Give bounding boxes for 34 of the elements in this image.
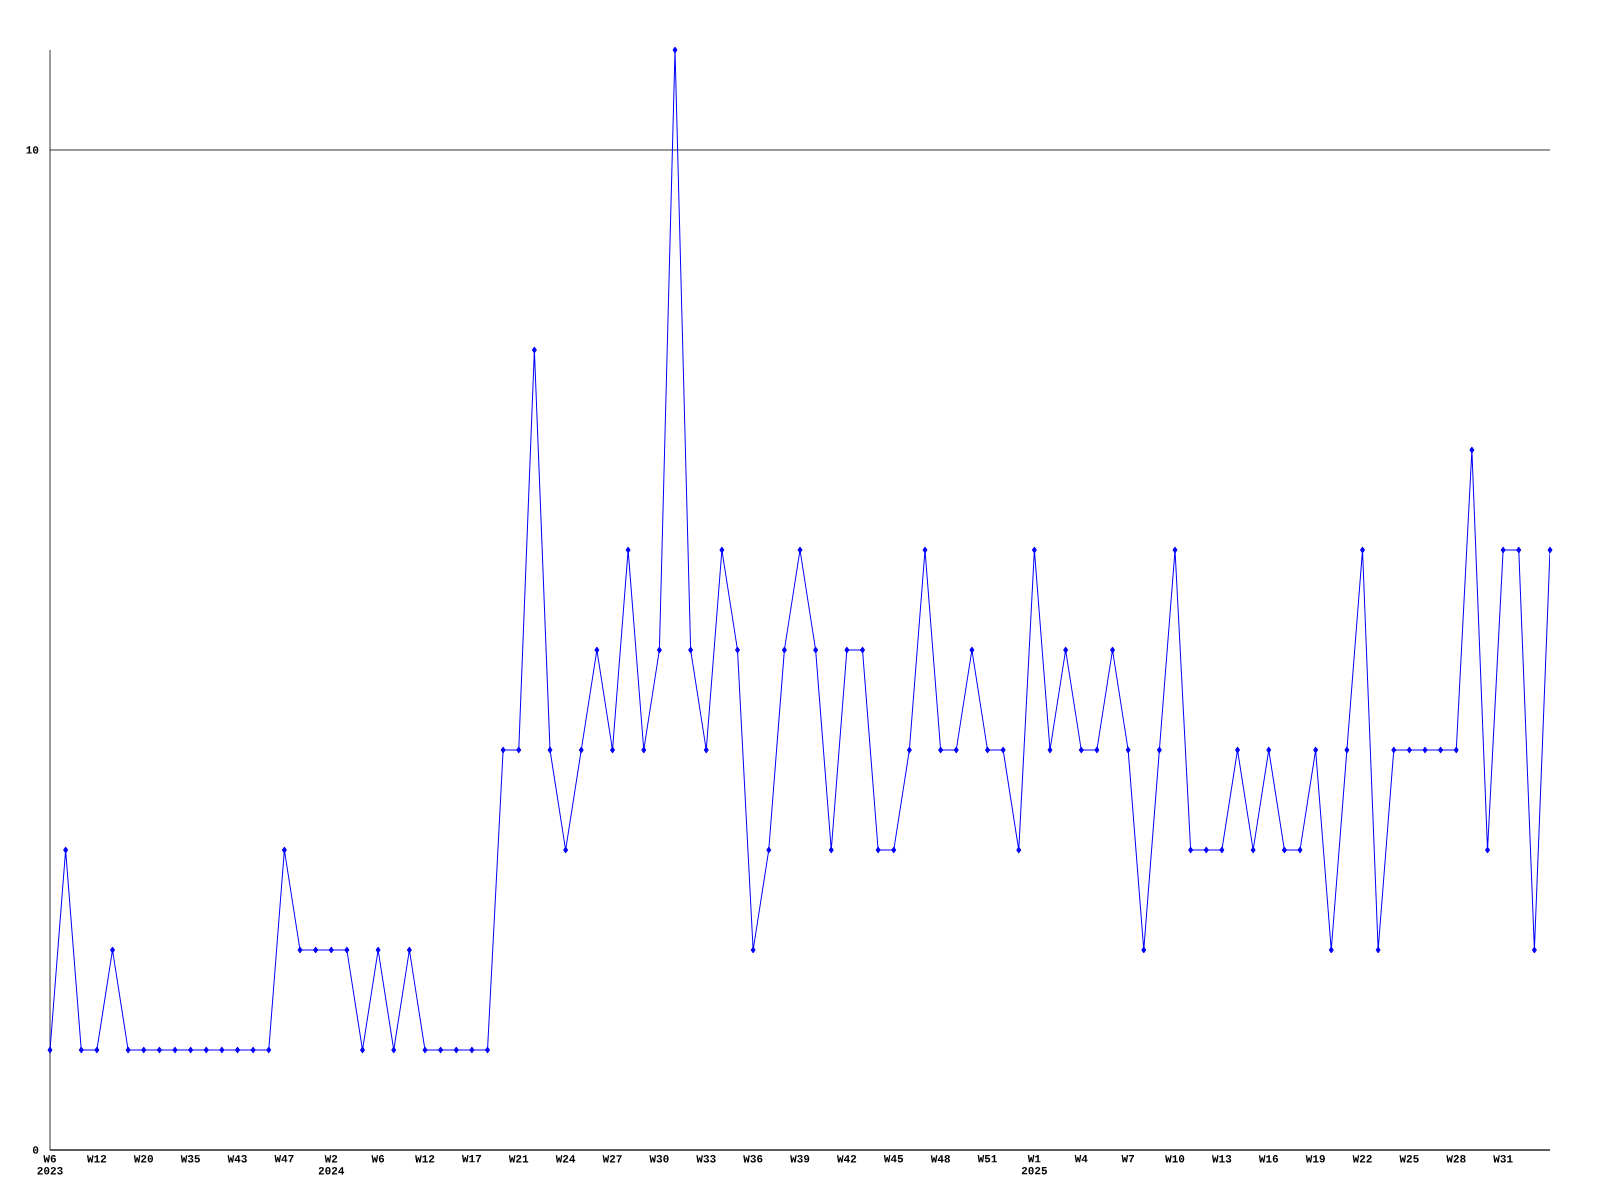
x-tick-label: W6 [371, 1155, 385, 1163]
x-tick-label: W36 [743, 1155, 763, 1163]
x-tick-label: W25 [1399, 1155, 1419, 1163]
x-tick-label: W10 [1165, 1155, 1185, 1163]
x-tick-label: W1 2025 [1021, 1155, 1048, 1175]
x-tick-label: W24 [555, 1155, 576, 1163]
x-tick-label: W35 [180, 1155, 200, 1163]
x-tick-label: W51 [977, 1155, 997, 1163]
y-tick-label: 10 [26, 146, 39, 154]
x-tick-label: W31 [1493, 1155, 1513, 1163]
x-tick-label: W12 [415, 1155, 435, 1163]
x-tick-label: W39 [790, 1155, 810, 1163]
x-tick-label: W33 [696, 1155, 716, 1163]
x-tick-label: W19 [1305, 1155, 1325, 1163]
x-tick-label: W12 [86, 1155, 107, 1163]
x-tick-label: W16 [1258, 1155, 1279, 1163]
x-tick-label: W17 [461, 1155, 482, 1163]
x-tick-label: W7 [1121, 1155, 1134, 1163]
x-tick-label: W27 [602, 1155, 622, 1163]
x-tick-label: W47 [274, 1155, 294, 1163]
x-tick-label: W22 [1352, 1155, 1372, 1163]
x-tick-label: W48 [930, 1155, 950, 1163]
x-tick-label: W13 [1211, 1155, 1232, 1163]
x-tick-label: W20 [133, 1155, 154, 1163]
x-tick-label: W21 [508, 1155, 529, 1163]
x-tick-label: W4 [1074, 1155, 1088, 1163]
x-tick-label: W6 2023 [37, 1155, 63, 1175]
x-tick-label: W43 [227, 1155, 247, 1163]
y-tick-label: 0 [32, 1146, 39, 1154]
x-tick-label: W45 [883, 1155, 904, 1163]
x-tick-label: W28 [1446, 1155, 1466, 1163]
x-tick-label: W30 [649, 1155, 669, 1163]
x-tick-label: W42 [836, 1155, 857, 1163]
x-tick-label: W2 2024 [318, 1155, 345, 1175]
